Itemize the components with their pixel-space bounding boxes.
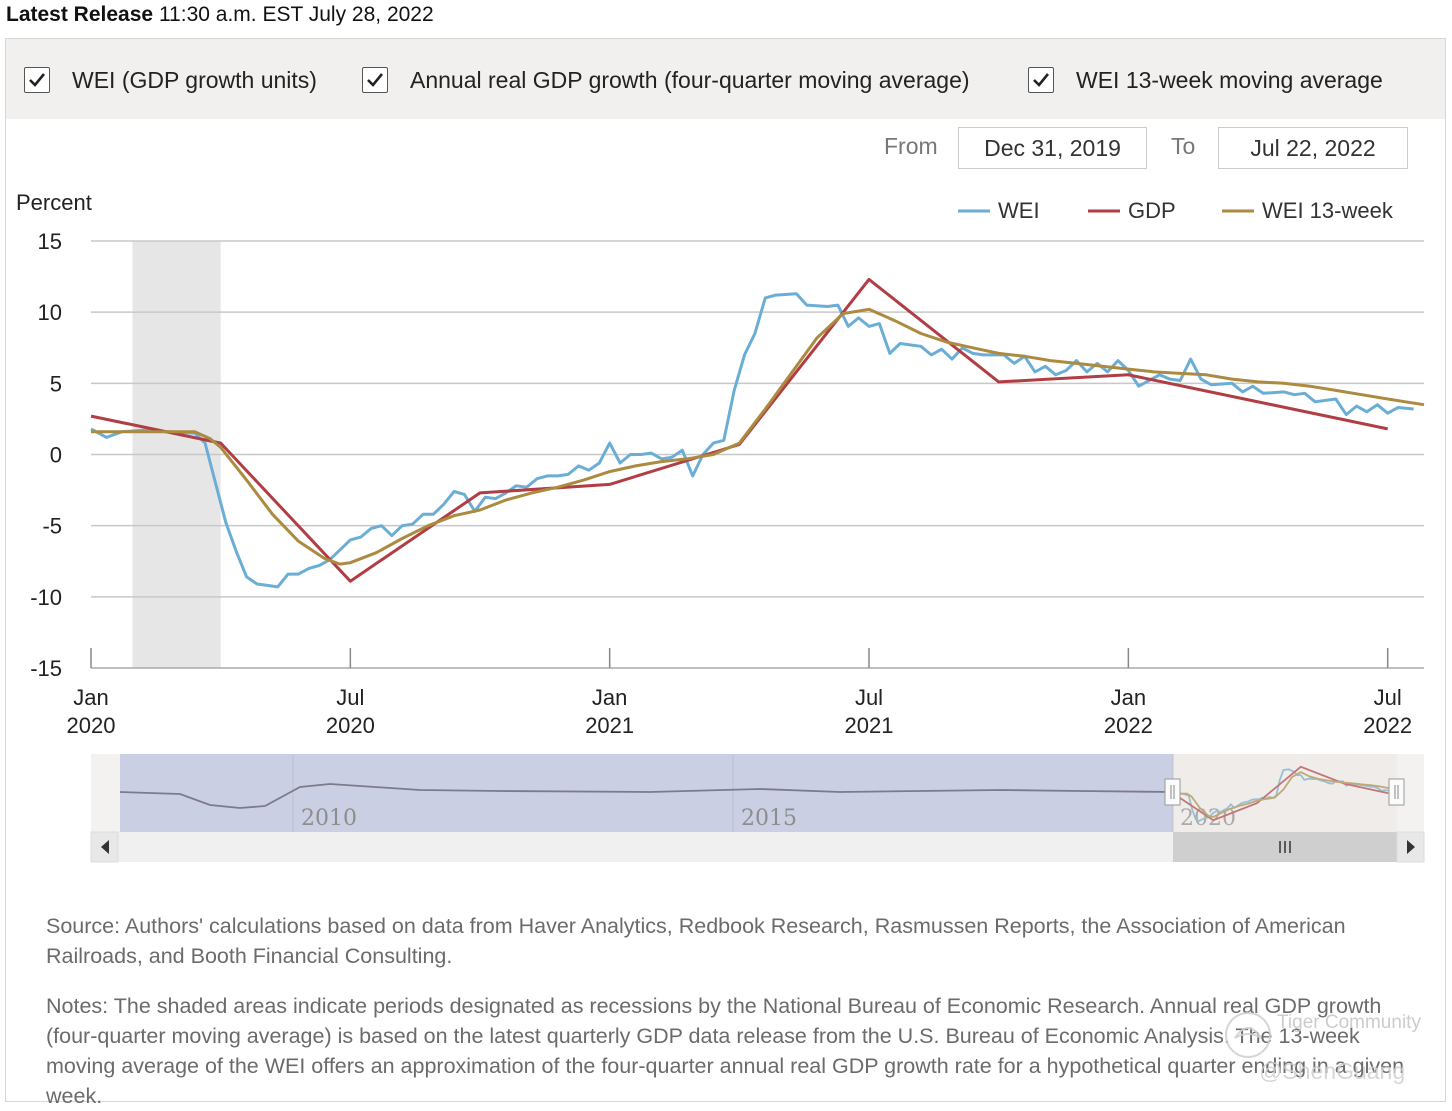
tiger-logo-icon bbox=[1225, 1012, 1271, 1058]
x-tick-label-year: 2021 bbox=[585, 713, 634, 738]
source-note: Source: Authors' calculations based on d… bbox=[46, 914, 1346, 968]
toggle-gdp[interactable]: Annual real GDP growth (four-quarter mov… bbox=[362, 65, 970, 95]
y-tick-label: 0 bbox=[50, 443, 62, 468]
y-tick-label: -5 bbox=[42, 514, 62, 539]
toggle-gdp-label: Annual real GDP growth (four-quarter mov… bbox=[410, 66, 970, 93]
chart: 15 10 5 0 -5 -10 -15 Jan 2020 Jul 2020 Jan 2021 Jul 20… bbox=[16, 190, 1425, 863]
check-icon bbox=[367, 73, 384, 87]
x-tick-label-month: Jul bbox=[336, 685, 364, 710]
series-toggle-bar: WEI (GDP growth units) Annual real GDP g… bbox=[6, 39, 1445, 119]
notes-text: Notes: The shaded areas indicate periods… bbox=[46, 994, 1405, 1108]
x-tick-label-year: 2022 bbox=[1104, 713, 1153, 738]
navigator-series-wei-13week-line bbox=[1169, 771, 1395, 818]
toggle-wei-label: WEI (GDP growth units) bbox=[72, 66, 317, 93]
y-tick-label: 10 bbox=[38, 300, 62, 325]
from-date-input[interactable]: Dec 31, 2019 bbox=[958, 127, 1147, 169]
x-tick-label-month: Jul bbox=[855, 685, 883, 710]
to-date-input[interactable]: Jul 22, 2022 bbox=[1218, 127, 1408, 169]
arrow-right-icon bbox=[1407, 840, 1415, 854]
y-axis-title: Percent bbox=[16, 190, 92, 215]
series-wei-13week-line bbox=[91, 307, 1425, 566]
toggle-wei[interactable]: WEI (GDP growth units) bbox=[24, 65, 317, 95]
toggle-wei-13week-label: WEI 13-week moving average bbox=[1076, 66, 1383, 93]
series-wei-line bbox=[90, 292, 1414, 589]
x-tick-label-year: 2020 bbox=[326, 713, 375, 738]
x-tick-label-year: 2021 bbox=[845, 713, 894, 738]
x-tick-label-month: Jan bbox=[73, 685, 108, 710]
navigator-label-2015: 2015 bbox=[741, 806, 797, 831]
navigator-history-line bbox=[119, 783, 1174, 809]
legend-label-wei-13week[interactable]: WEI 13-week bbox=[1262, 198, 1394, 223]
checkbox-wei-13week[interactable] bbox=[1028, 67, 1054, 93]
x-tick-label-year: 2022 bbox=[1363, 713, 1412, 738]
navigator-handle-left[interactable] bbox=[1164, 778, 1181, 806]
y-tick-label: -10 bbox=[30, 585, 62, 610]
series-gdp-line bbox=[90, 277, 1389, 583]
x-tick-label-year: 2020 bbox=[67, 713, 116, 738]
navigator-selection[interactable] bbox=[1173, 754, 1397, 832]
x-tick-label-month: Jan bbox=[592, 685, 627, 710]
legend-label-gdp[interactable]: GDP bbox=[1128, 198, 1176, 223]
toggle-wei-13week[interactable]: WEI 13-week moving average bbox=[1028, 65, 1383, 95]
navigator[interactable]: 2010 2015 2020 bbox=[90, 754, 1425, 863]
release-line: Latest Release 11:30 a.m. EST July 28, 2… bbox=[6, 3, 434, 27]
y-tick-label: 5 bbox=[50, 371, 62, 396]
x-tick-label-month: Jul bbox=[1374, 685, 1402, 710]
navigator-series-gdp-line bbox=[1169, 765, 1389, 822]
to-label: To bbox=[1171, 133, 1196, 159]
watermark-line1: Tiger Community bbox=[1277, 1012, 1421, 1033]
check-icon bbox=[29, 73, 46, 87]
watermark-line2: @ShenGuang bbox=[1259, 1058, 1406, 1084]
legend-label-wei[interactable]: WEI bbox=[998, 198, 1040, 223]
chart-frame bbox=[5, 38, 1446, 1102]
navigator-series-wei-line bbox=[1169, 768, 1393, 822]
arrow-left-icon bbox=[101, 840, 109, 854]
from-label: From bbox=[884, 133, 938, 159]
checkbox-gdp[interactable] bbox=[362, 67, 388, 93]
navigator-handle-right[interactable] bbox=[1388, 778, 1405, 806]
navigator-label-2010: 2010 bbox=[301, 806, 357, 831]
y-tick-label: -15 bbox=[30, 656, 62, 681]
check-icon bbox=[1033, 73, 1050, 87]
checkbox-wei[interactable] bbox=[24, 67, 50, 93]
watermark: Tiger Community @ShenGuang bbox=[1225, 1008, 1445, 1098]
x-tick-label-month: Jan bbox=[1111, 685, 1146, 710]
release-prefix: Latest Release bbox=[6, 3, 154, 26]
y-tick-label: 15 bbox=[38, 229, 62, 254]
release-time: 11:30 a.m. EST July 28, 2022 bbox=[158, 3, 434, 26]
navigator-mask bbox=[120, 754, 1173, 832]
